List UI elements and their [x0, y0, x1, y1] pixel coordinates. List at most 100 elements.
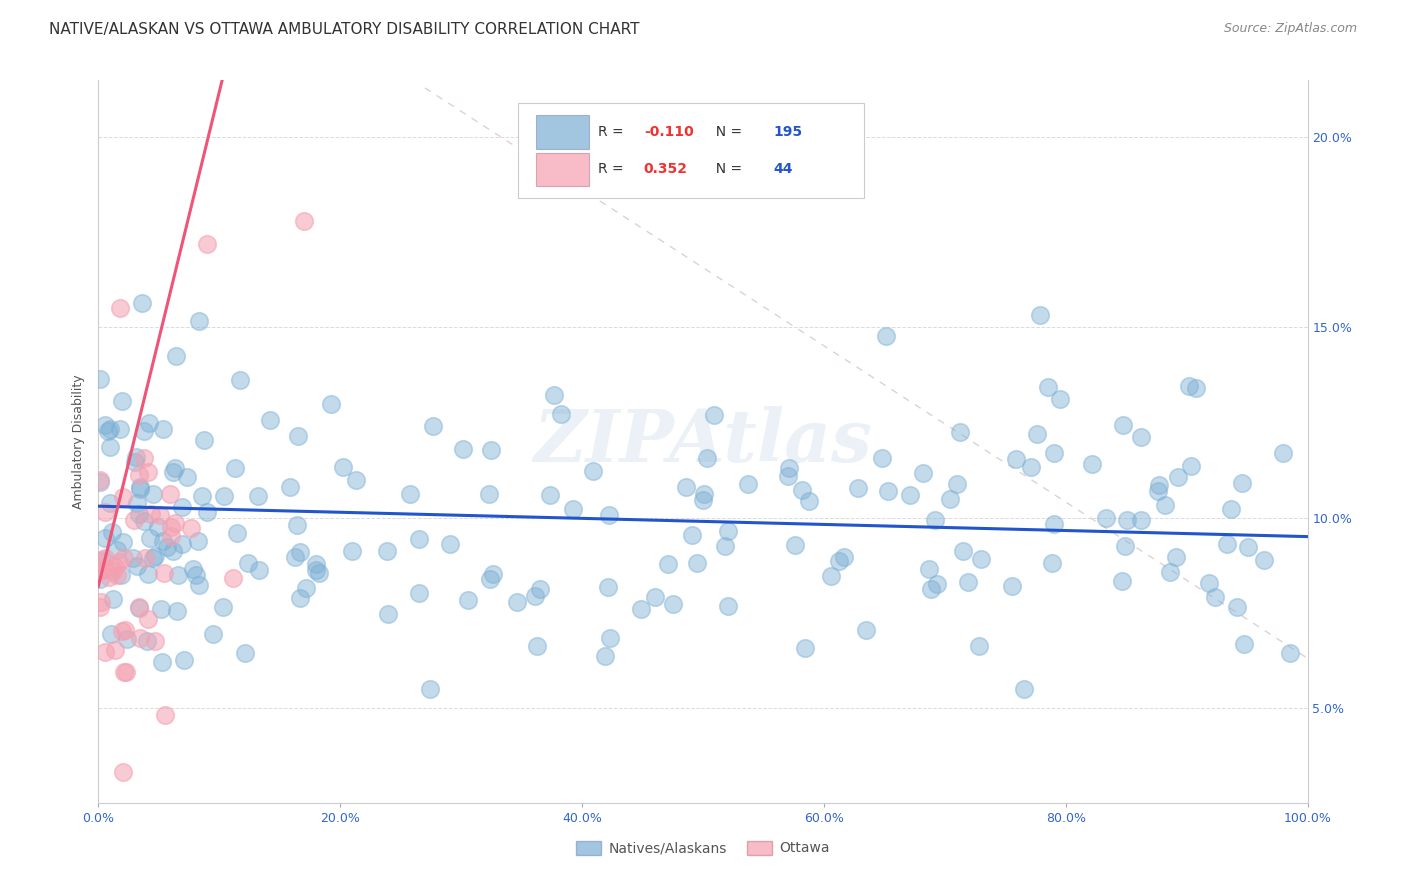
Point [290, 544, 312, 558]
Point [308, 566, 330, 580]
Point [110, 624, 132, 639]
Point [124, 450, 146, 464]
Point [478, 487, 501, 501]
Point [190, 489, 212, 503]
Point [89, 600, 111, 615]
Point [89, 564, 111, 578]
Point [162, 543, 184, 558]
Point [305, 563, 328, 577]
Point [846, 481, 869, 495]
Point [1180, 459, 1202, 474]
Point [717, 524, 740, 538]
Point [911, 467, 934, 481]
Point [924, 513, 946, 527]
Point [1116, 513, 1139, 527]
Point [111, 490, 134, 504]
Point [675, 480, 697, 494]
Point [855, 623, 877, 637]
Point [287, 429, 309, 443]
Point [292, 214, 315, 228]
Point [1114, 539, 1136, 553]
Point [900, 487, 922, 501]
Point [737, 476, 759, 491]
Point [97, 424, 120, 438]
Point [247, 563, 270, 577]
Text: N =: N = [707, 162, 747, 177]
Point [945, 476, 967, 491]
Point [163, 461, 186, 475]
Point [195, 505, 218, 519]
Point [375, 543, 398, 558]
Point [1153, 499, 1175, 513]
Point [93, 418, 115, 433]
Text: 44: 44 [773, 162, 793, 177]
Point [103, 591, 125, 606]
Point [104, 642, 127, 657]
Point [875, 329, 897, 343]
Point [160, 529, 183, 543]
Point [630, 601, 652, 615]
Point [290, 591, 312, 606]
Point [89, 475, 111, 490]
Point [105, 568, 128, 582]
Point [246, 489, 269, 503]
Point [134, 514, 156, 528]
Point [90, 553, 112, 567]
Point [1129, 430, 1152, 444]
Point [1111, 574, 1133, 588]
Point [98, 495, 121, 509]
Point [1198, 575, 1220, 590]
Point [1049, 392, 1071, 406]
Point [139, 531, 162, 545]
Point [828, 554, 851, 568]
Point [142, 551, 165, 566]
Text: N =: N = [707, 125, 747, 139]
Text: R =: R = [598, 125, 628, 139]
Point [152, 655, 174, 669]
Point [1216, 537, 1239, 551]
Point [1001, 579, 1024, 593]
Point [108, 555, 131, 569]
Point [166, 568, 188, 582]
Text: R =: R = [598, 162, 628, 177]
Point [870, 450, 893, 465]
Text: -0.110: -0.110 [644, 125, 693, 139]
Point [128, 599, 150, 614]
Point [529, 582, 551, 596]
Point [284, 549, 307, 564]
Point [90, 555, 112, 569]
Point [561, 501, 583, 516]
Point [1278, 647, 1301, 661]
Point [142, 487, 165, 501]
Point [793, 640, 815, 655]
Point [451, 442, 474, 456]
Point [957, 574, 980, 589]
Point [187, 578, 209, 592]
Point [101, 564, 124, 578]
Point [1220, 502, 1243, 516]
Point [104, 559, 127, 574]
Legend: Natives/Alaskans, Ottawa: Natives/Alaskans, Ottawa [571, 835, 835, 861]
FancyBboxPatch shape [536, 115, 589, 149]
Point [131, 295, 153, 310]
Point [703, 408, 725, 422]
Point [238, 556, 260, 570]
Point [797, 493, 820, 508]
Point [166, 604, 188, 618]
Point [124, 455, 146, 469]
Point [598, 580, 620, 594]
Point [153, 566, 176, 581]
Point [332, 459, 354, 474]
Point [1164, 549, 1187, 564]
Point [125, 559, 148, 574]
Point [98, 422, 121, 436]
Point [526, 640, 548, 654]
Y-axis label: Ambulatory Disability: Ambulatory Disability [72, 375, 86, 508]
Point [399, 487, 422, 501]
Point [1146, 483, 1168, 498]
Point [114, 623, 136, 637]
Point [408, 532, 430, 546]
Point [94, 644, 117, 658]
Point [342, 543, 364, 558]
Point [94, 505, 117, 519]
